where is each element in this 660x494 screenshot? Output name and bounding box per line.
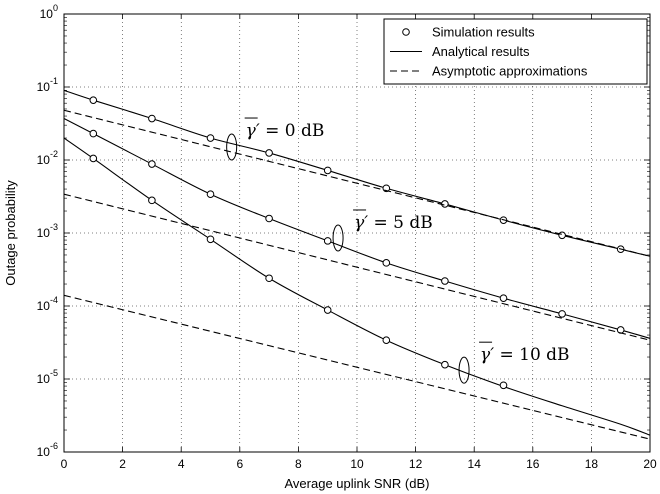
simulation-marker <box>324 238 331 245</box>
simulation-marker <box>383 337 390 344</box>
x-tick-label: 20 <box>643 457 657 471</box>
legend: Simulation results Analytical results Asym… <box>384 19 647 84</box>
x-tick-label: 8 <box>295 457 302 471</box>
legend-label: Analytical results <box>432 44 530 59</box>
x-axis-label: Average uplink SNR (dB) <box>285 476 430 491</box>
simulation-marker <box>559 311 566 318</box>
annotation-label: γ′ = 0 dB <box>246 121 325 141</box>
simulation-marker <box>207 236 214 243</box>
simulation-marker <box>266 275 273 282</box>
x-tick-label: 10 <box>350 457 364 471</box>
simulation-marker <box>266 150 273 157</box>
x-tick-label: 6 <box>236 457 243 471</box>
simulation-marker <box>149 161 156 168</box>
simulation-marker <box>442 278 449 285</box>
legend-label: Asymptotic approximations <box>432 64 588 79</box>
simulation-marker <box>207 135 214 142</box>
legend-label: Simulation results <box>432 25 535 40</box>
simulation-marker <box>90 155 97 162</box>
x-tick-label: 4 <box>178 457 185 471</box>
x-tick-label: 16 <box>526 457 540 471</box>
x-tick-label: 14 <box>468 457 482 471</box>
x-tick-label: 2 <box>119 457 126 471</box>
legend-swatch-circle <box>403 29 410 36</box>
x-tick-label: 0 <box>61 457 68 471</box>
simulation-marker <box>559 232 566 239</box>
annotation-label: γ′ = 10 dB <box>480 345 570 365</box>
simulation-marker <box>383 260 390 267</box>
simulation-marker <box>324 307 331 314</box>
simulation-marker <box>90 130 97 137</box>
simulation-marker <box>442 201 449 208</box>
annotation-label: γ′ = 5 dB <box>354 213 433 233</box>
simulation-marker <box>266 215 273 222</box>
simulation-marker <box>90 97 97 104</box>
simulation-marker <box>500 295 507 302</box>
x-tick-label: 12 <box>409 457 423 471</box>
y-axis-label: Outage probability <box>3 180 18 286</box>
simulation-marker <box>149 115 156 122</box>
simulation-marker <box>149 197 156 204</box>
simulation-marker <box>617 327 624 334</box>
x-tick-label: 18 <box>585 457 599 471</box>
simulation-marker <box>442 361 449 368</box>
simulation-marker <box>500 382 507 389</box>
simulation-marker <box>207 191 214 198</box>
simulation-marker <box>324 167 331 174</box>
